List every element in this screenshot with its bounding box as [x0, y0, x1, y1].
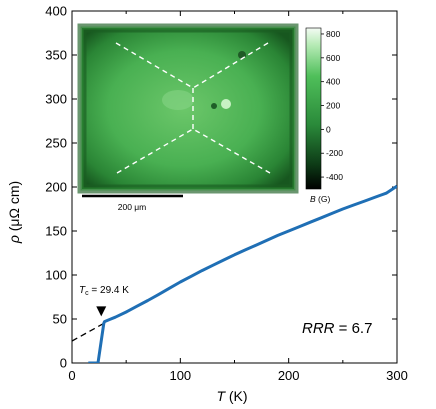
tc-marker-triangle: [96, 306, 107, 317]
x-axis-label: T (K): [216, 388, 247, 404]
colorbar-tick-label: 400: [326, 77, 340, 87]
y-tick-label: 200: [45, 180, 67, 195]
inset-map-light-patch: [162, 90, 194, 110]
rrr-annotation: RRR = 6.7: [302, 320, 372, 337]
rrr-label: RRR: [302, 320, 335, 337]
inset-map-bright-spot: [221, 99, 231, 109]
x-tick-label: 100: [169, 368, 191, 383]
y-axis-label: ρ (μΩ cm): [6, 181, 22, 244]
y-tick-label: 300: [45, 92, 67, 107]
y-tick-label: 250: [45, 136, 67, 151]
y-tick-label: 150: [45, 224, 67, 239]
x-tick-label: 200: [278, 368, 300, 383]
normal-state-extrapolation-line: [72, 322, 105, 342]
inset-colorbar-ticks: 800 600 400 200 0 -200 -400: [321, 29, 343, 182]
x-axis-label-var: T: [216, 388, 226, 404]
x-axis-label-unit: (K): [225, 388, 248, 404]
inset-map-dark-spot: [211, 103, 217, 109]
y-tick-label: 400: [45, 4, 67, 19]
y-tick-label: 50: [53, 312, 67, 327]
inset-colorbar-label-unit: (G): [316, 194, 331, 204]
inset-map-image: [82, 28, 294, 189]
colorbar-tick-label: 0: [326, 124, 331, 134]
tc-symbol: T: [79, 285, 86, 296]
tc-value: = 29.4 K: [89, 285, 130, 296]
colorbar-tick-label: 800: [326, 29, 340, 39]
colorbar-tick-label: 600: [326, 53, 340, 63]
x-tick-label: 300: [386, 368, 408, 383]
inset-colorbar: [305, 27, 322, 190]
y-axis-ticks: 0 50 100 150 200 250 300 350 400: [45, 4, 397, 371]
colorbar-tick-label: 200: [326, 101, 340, 111]
inset-field-map: 200 μm 800 600 400 200 0 -200 -400 B (G): [77, 23, 343, 212]
y-axis-label-var: ρ: [6, 235, 22, 244]
inset-colorbar-label: B (G): [310, 194, 330, 204]
y-tick-label: 350: [45, 48, 67, 63]
inset-scale-bar-label: 200 μm: [118, 202, 147, 212]
inset-map-outer-border: [80, 26, 296, 191]
x-tick-label: 0: [68, 368, 75, 383]
inset-map-guide-lines: [115, 42, 271, 174]
colorbar-tick-label: -200: [326, 148, 343, 158]
x-axis-ticks: 0 100 200 300: [68, 11, 408, 383]
inset-colorbar-label-var: B: [310, 194, 316, 204]
resistivity-curve: [88, 184, 397, 363]
colorbar-tick-label: -400: [326, 172, 343, 182]
tc-subscript: c: [85, 290, 89, 297]
rrr-value: = 6.7: [335, 320, 373, 337]
y-axis-label-unit: (μΩ cm): [6, 181, 22, 235]
y-tick-label: 100: [45, 268, 67, 283]
tc-annotation: Tc = 29.4 K: [79, 285, 129, 297]
y-tick-label: 0: [60, 356, 67, 371]
